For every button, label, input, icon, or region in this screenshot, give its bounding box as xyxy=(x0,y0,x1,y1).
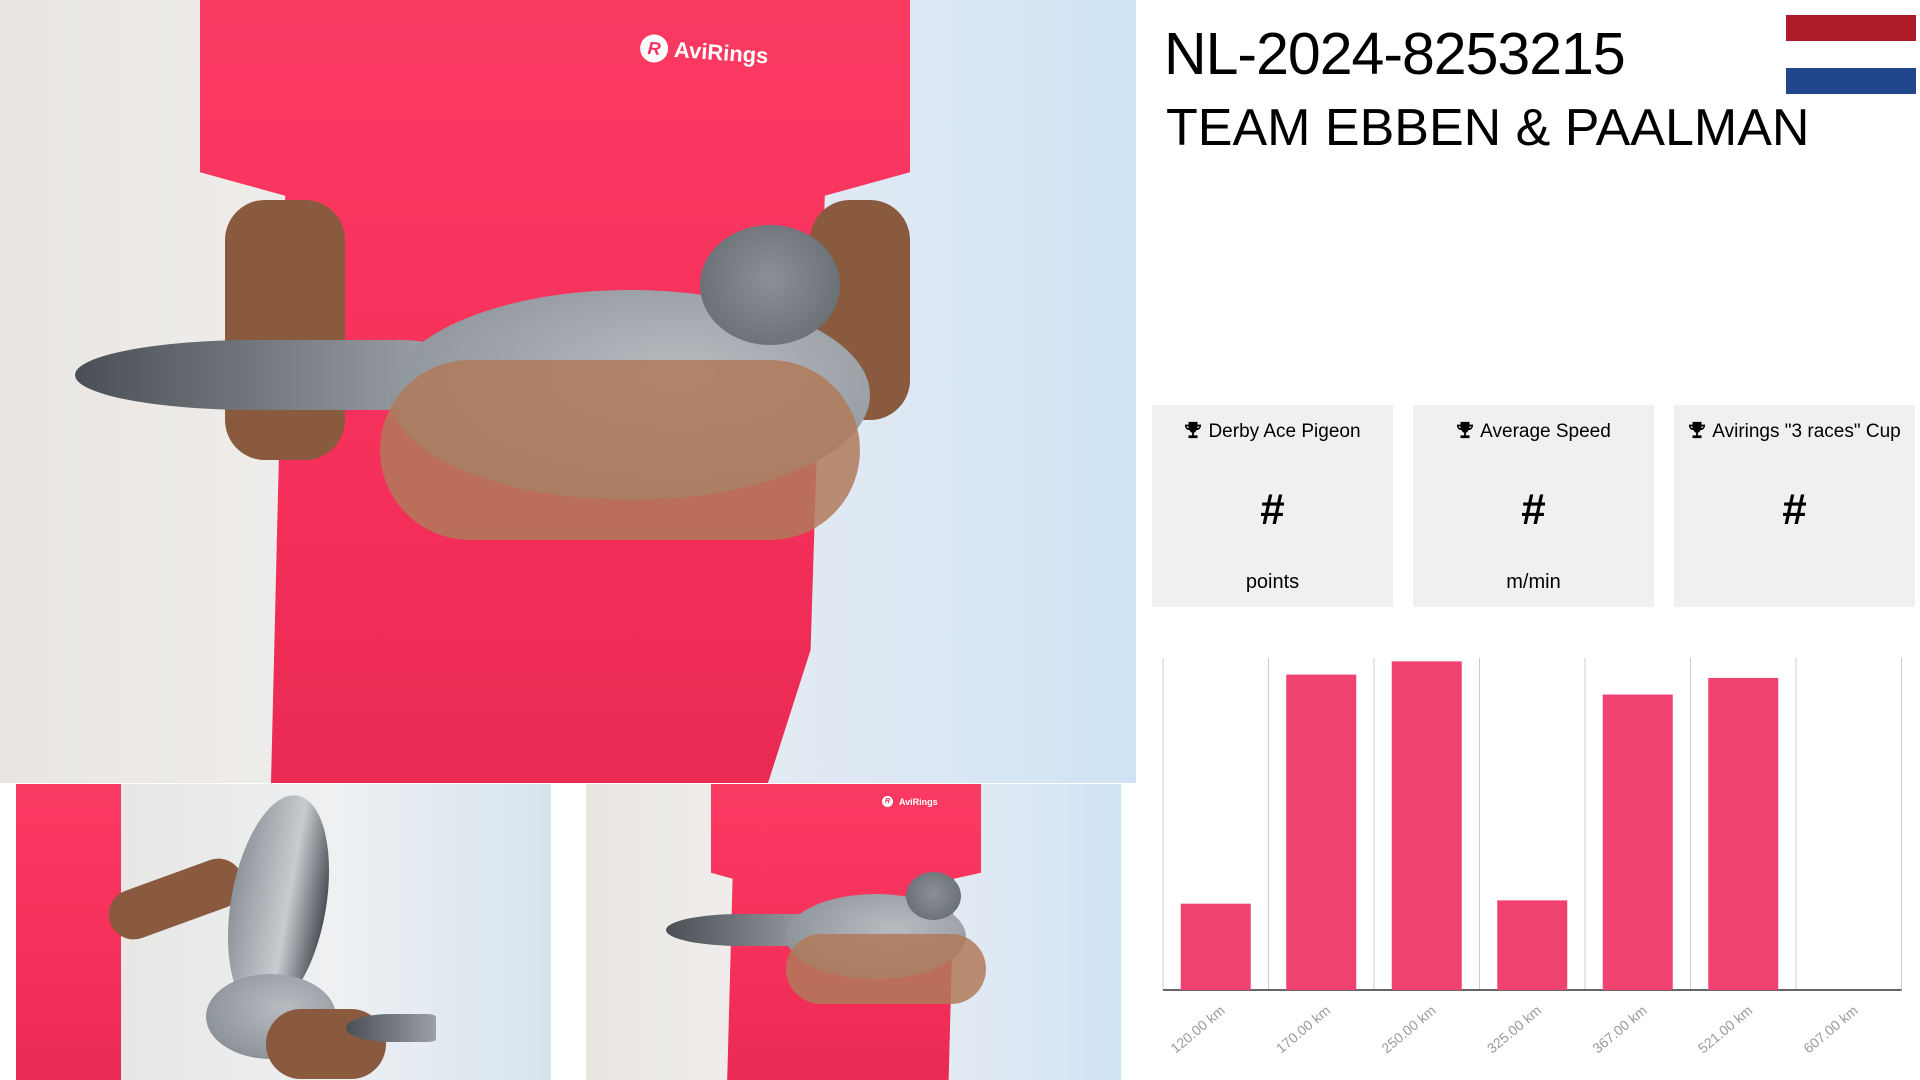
pigeon-tail xyxy=(75,340,435,410)
bar[interactable] xyxy=(1708,677,1779,990)
card-value: # xyxy=(1782,485,1807,534)
card-label: Derby Ace Pigeon xyxy=(1152,421,1393,443)
bar[interactable] xyxy=(1180,903,1251,990)
trophy-icon xyxy=(1689,421,1706,439)
pink-shirt xyxy=(16,784,121,1080)
ring-number: NL-2024-8253215 xyxy=(1164,21,1626,87)
card-avirings-3-races-cup: Avirings "3 races" Cup # xyxy=(1674,405,1915,607)
owner-name: TEAM EBBEN & PAALMAN xyxy=(1166,99,1810,157)
x-tick-label: 120.00 km xyxy=(1167,1002,1227,1056)
bar[interactable] xyxy=(1497,900,1568,990)
hand xyxy=(786,934,986,1004)
x-tick-label: 367.00 km xyxy=(1589,1002,1649,1056)
pigeon-head xyxy=(906,872,961,920)
card-unit: points xyxy=(1245,571,1300,593)
x-tick-label: 607.00 km xyxy=(1800,1002,1860,1056)
flag-stripe-blue xyxy=(1786,67,1916,94)
card-average-speed: Average Speed # m/min xyxy=(1413,405,1654,607)
x-tick-label: 325.00 km xyxy=(1484,1002,1544,1056)
card-unit: m/min xyxy=(1506,571,1561,593)
netherlands-flag-icon xyxy=(1786,15,1916,94)
pigeon-head xyxy=(700,225,840,345)
bar[interactable] xyxy=(1391,661,1462,990)
card-label-text: Avirings "3 races" Cup xyxy=(1712,421,1901,442)
main-pigeon-photo[interactable]: R AviRings xyxy=(0,0,1136,783)
card-value: # xyxy=(1521,485,1546,534)
bar[interactable] xyxy=(1286,674,1357,990)
card-label-text: Derby Ace Pigeon xyxy=(1208,421,1361,442)
avirings-logo: R AviRings xyxy=(882,796,938,807)
logo-text: AviRings xyxy=(899,796,938,807)
trophy-icon xyxy=(1185,421,1202,439)
card-label: Average Speed xyxy=(1413,421,1654,443)
x-tick-label: 521.00 km xyxy=(1695,1002,1755,1056)
trophy-icon xyxy=(1457,421,1474,439)
card-derby-ace-pigeon: Derby Ace Pigeon # points xyxy=(1152,405,1393,607)
hand xyxy=(380,360,860,540)
flag-stripe-white xyxy=(1786,41,1916,68)
card-label: Avirings "3 races" Cup xyxy=(1674,421,1915,443)
x-tick-label: 170.00 km xyxy=(1273,1002,1333,1056)
logo-text: AviRings xyxy=(673,36,770,69)
card-label-text: Average Speed xyxy=(1480,421,1611,442)
race-distance-bar-chart: 120.00 km 170.00 km 250.00 km 325.00 km 367.… xyxy=(1162,658,1902,1056)
wing-photo[interactable] xyxy=(16,784,551,1080)
flag-stripe-red xyxy=(1786,15,1916,42)
card-value: # xyxy=(1260,485,1285,534)
x-tick-label: 250.00 km xyxy=(1378,1002,1438,1056)
bar[interactable] xyxy=(1602,694,1673,990)
side-pigeon-photo[interactable]: R AviRings xyxy=(586,784,1121,1080)
pigeon-tail xyxy=(346,1014,436,1042)
arm xyxy=(225,200,345,460)
